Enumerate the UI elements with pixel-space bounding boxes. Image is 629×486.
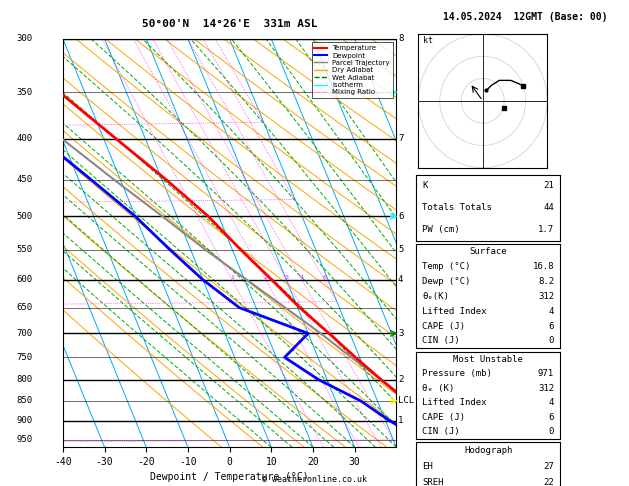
Text: θₑ (K): θₑ (K) [422, 384, 454, 393]
Text: 22: 22 [543, 478, 554, 486]
Text: 312: 312 [538, 384, 554, 393]
Text: 971: 971 [538, 369, 554, 379]
Text: EH: EH [422, 462, 433, 471]
Text: Hodograph: Hodograph [464, 446, 512, 455]
Text: 6: 6 [548, 322, 554, 330]
Text: 850: 850 [17, 397, 33, 405]
Text: 800: 800 [17, 375, 33, 384]
Text: 3: 3 [398, 329, 403, 338]
Text: 0: 0 [548, 336, 554, 346]
Text: 6: 6 [398, 212, 403, 221]
Text: 400: 400 [17, 134, 33, 143]
Text: Temp (°C): Temp (°C) [422, 262, 470, 271]
Text: 312: 312 [538, 292, 554, 301]
Text: kt: kt [423, 36, 433, 45]
Text: Most Unstable: Most Unstable [453, 355, 523, 364]
Text: CAPE (J): CAPE (J) [422, 413, 465, 422]
Text: 21: 21 [543, 181, 554, 191]
Text: 50°00'N  14°26'E  331m ASL: 50°00'N 14°26'E 331m ASL [142, 18, 318, 29]
Text: 500: 500 [17, 212, 33, 221]
Text: 1: 1 [398, 416, 403, 425]
Text: 750: 750 [17, 353, 33, 362]
Text: 0: 0 [548, 427, 554, 436]
X-axis label: Dewpoint / Temperature (°C): Dewpoint / Temperature (°C) [150, 472, 309, 483]
Text: 4: 4 [300, 275, 304, 280]
Text: 450: 450 [17, 175, 33, 184]
Text: 5: 5 [398, 245, 403, 254]
Text: 4: 4 [548, 399, 554, 407]
Text: θₑ(K): θₑ(K) [422, 292, 449, 301]
Text: 4: 4 [548, 307, 554, 315]
Text: Dewp (°C): Dewp (°C) [422, 277, 470, 286]
Text: Lifted Index: Lifted Index [422, 307, 487, 315]
Text: 1.7: 1.7 [538, 225, 554, 234]
Text: PW (cm): PW (cm) [422, 225, 460, 234]
Text: SREH: SREH [422, 478, 443, 486]
Text: 27: 27 [543, 462, 554, 471]
Text: K: K [422, 181, 428, 191]
Text: Surface: Surface [469, 247, 507, 256]
Text: 6: 6 [548, 413, 554, 422]
Text: LCL: LCL [398, 397, 414, 405]
Text: 6: 6 [322, 275, 326, 280]
Text: Totals Totals: Totals Totals [422, 203, 492, 212]
Text: 550: 550 [17, 245, 33, 254]
Text: CIN (J): CIN (J) [422, 336, 460, 346]
Legend: Temperature, Dewpoint, Parcel Trajectory, Dry Adiabat, Wet Adiabat, Isotherm, Mi: Temperature, Dewpoint, Parcel Trajectory… [311, 42, 392, 98]
Text: © weatheronline.co.uk: © weatheronline.co.uk [262, 474, 367, 484]
Text: 7: 7 [398, 134, 403, 143]
Text: 600: 600 [17, 275, 33, 284]
Text: 700: 700 [17, 329, 33, 338]
Text: 4: 4 [398, 275, 403, 284]
Text: Pressure (mb): Pressure (mb) [422, 369, 492, 379]
Text: 16.8: 16.8 [533, 262, 554, 271]
Text: 900: 900 [17, 416, 33, 425]
Text: 44: 44 [543, 203, 554, 212]
Text: 2: 2 [264, 275, 267, 280]
Text: 3: 3 [284, 275, 289, 280]
Text: 950: 950 [17, 435, 33, 444]
Text: 350: 350 [17, 88, 33, 97]
Text: 2: 2 [398, 375, 403, 384]
Text: 300: 300 [17, 35, 33, 43]
Text: 1: 1 [230, 275, 234, 280]
Text: 650: 650 [17, 303, 33, 312]
Text: 14.05.2024  12GMT (Base: 00): 14.05.2024 12GMT (Base: 00) [443, 12, 608, 22]
Text: CAPE (J): CAPE (J) [422, 322, 465, 330]
Text: 8.2: 8.2 [538, 277, 554, 286]
Text: CIN (J): CIN (J) [422, 427, 460, 436]
Text: 8: 8 [398, 35, 403, 43]
Text: Lifted Index: Lifted Index [422, 399, 487, 407]
